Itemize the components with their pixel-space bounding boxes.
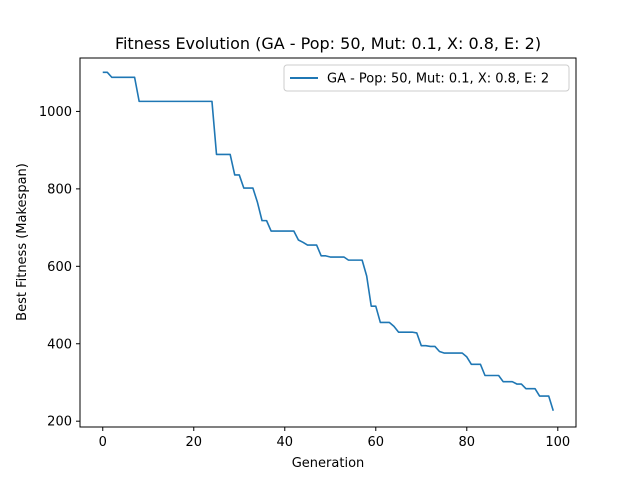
y-tick-label: 400 xyxy=(47,337,72,352)
y-tick-label: 600 xyxy=(47,260,72,275)
x-tick-label: 100 xyxy=(545,435,570,450)
x-tick-label: 40 xyxy=(276,435,293,450)
y-axis: 200 400 600 800 1000 xyxy=(39,105,80,430)
x-tick-label: 80 xyxy=(459,435,476,450)
x-axis-title: Generation xyxy=(292,456,365,471)
y-tick-label: 200 xyxy=(47,415,72,430)
x-tick-label: 0 xyxy=(99,435,107,450)
plot-area xyxy=(79,57,577,428)
x-tick-label: 20 xyxy=(185,435,202,450)
legend-box xyxy=(283,64,570,92)
plot-frame xyxy=(79,57,577,428)
series-line xyxy=(102,71,555,411)
legend-label: GA - Pop: 50, Mut: 0.1, X: 0.8, E: 2 xyxy=(327,72,549,87)
y-axis-title: Best Fitness (Makespan) xyxy=(15,163,30,321)
x-tick-label: 60 xyxy=(368,435,385,450)
y-tick-label: 800 xyxy=(47,182,72,197)
legend: GA - Pop: 50, Mut: 0.1, X: 0.8, E: 2 xyxy=(283,64,570,92)
y-tick-label: 1000 xyxy=(39,105,72,120)
chart-title: Fitness Evolution (GA - Pop: 50, Mut: 0.… xyxy=(115,34,541,53)
x-axis: 0 20 40 60 80 100 xyxy=(99,427,570,450)
